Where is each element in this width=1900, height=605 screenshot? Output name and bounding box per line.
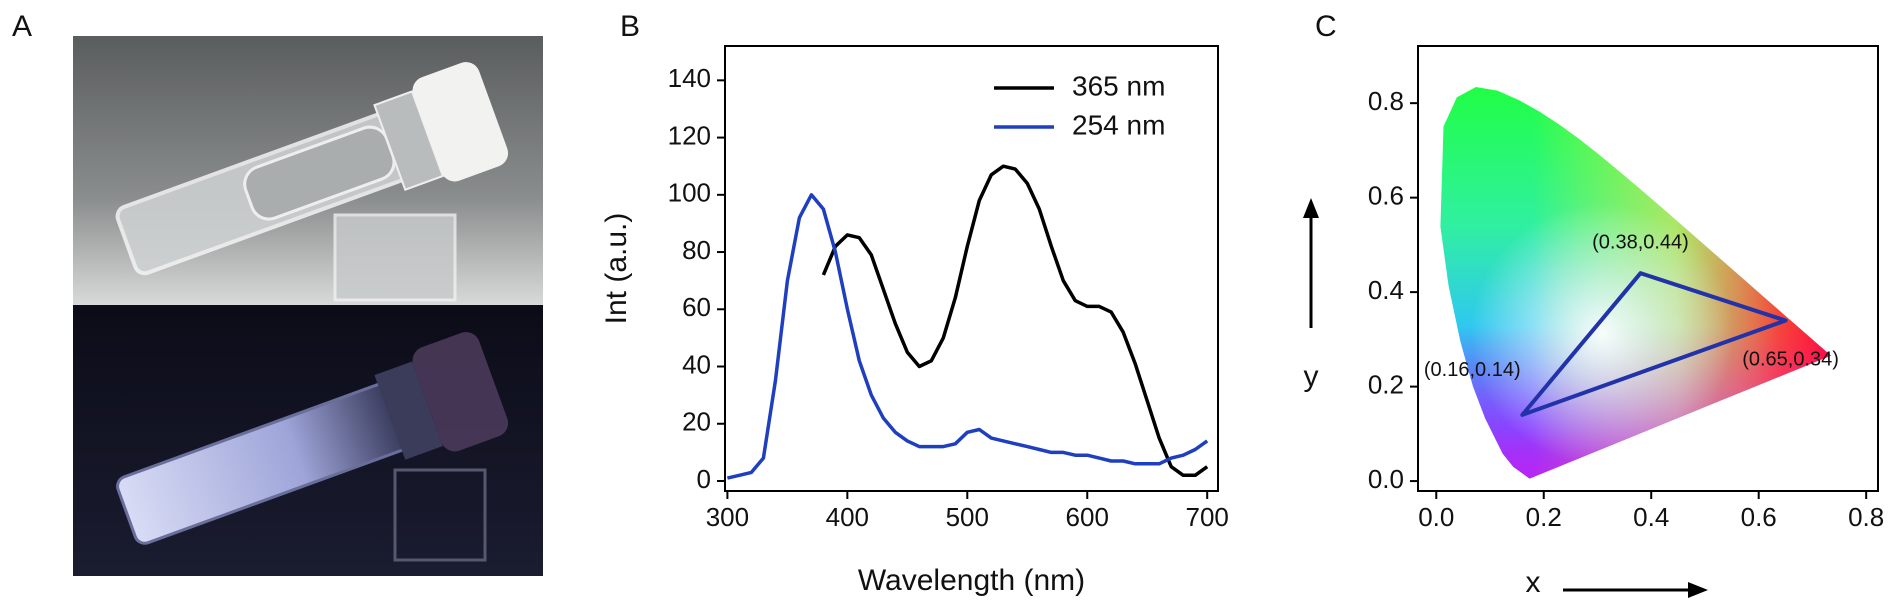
y-axis-title: Int (a.u.)	[600, 213, 633, 325]
y-tick-label: 80	[682, 235, 711, 265]
y-axis-title: y	[1304, 360, 1319, 393]
x-tick-label: 700	[1186, 502, 1229, 532]
data-line	[727, 193, 1209, 480]
x-tick-label: 0.0	[1418, 502, 1454, 532]
y-tick-label: 140	[668, 63, 711, 93]
x-tick-label: 0.8	[1848, 502, 1884, 532]
y-tick-label: 60	[682, 292, 711, 322]
x-tick-label: 600	[1066, 502, 1109, 532]
x-tick-label: 0.6	[1741, 502, 1777, 532]
axis-arrow	[1303, 198, 1708, 598]
y-tick-label: 0	[697, 464, 711, 494]
y-tick-label: 120	[668, 120, 711, 150]
point-label: (0.65,0.34)	[1742, 349, 1839, 371]
panel-label: A	[12, 10, 32, 43]
x-tick-label: 0.4	[1633, 502, 1669, 532]
plot-frame	[724, 45, 1219, 492]
photo-daylight	[73, 36, 543, 305]
point-label: (0.38,0.44)	[1592, 232, 1689, 254]
legend-label: 365 nm	[1072, 70, 1165, 101]
data-line	[821, 164, 1209, 478]
y-tick-label: 0.0	[1368, 464, 1404, 494]
x-tick-label: 0.2	[1526, 502, 1562, 532]
x-tick-label: 500	[946, 502, 989, 532]
x-tick-label: 400	[826, 502, 869, 532]
photo-uv	[73, 305, 543, 576]
panel-label: B	[620, 10, 640, 43]
legend-label: 254 nm	[1072, 109, 1165, 140]
y-tick-label: 0.6	[1368, 181, 1404, 211]
y-tick-label: 20	[682, 407, 711, 437]
gamut-triangle	[1520, 271, 1788, 417]
y-tick-label: 0.4	[1368, 275, 1404, 305]
panel-label: C	[1315, 10, 1337, 43]
chromaticity-locus	[1440, 87, 1831, 479]
point-label: (0.16,0.14)	[1424, 359, 1521, 381]
x-axis-title: Wavelength (nm)	[858, 564, 1085, 597]
y-tick-label: 0.2	[1368, 369, 1404, 399]
plot-frame	[1417, 45, 1879, 492]
x-tick-label: 300	[706, 502, 749, 532]
y-tick-label: 100	[668, 178, 711, 208]
y-tick-label: 0.8	[1368, 86, 1404, 116]
x-axis-title: x	[1526, 566, 1541, 599]
y-tick-label: 40	[682, 349, 711, 379]
